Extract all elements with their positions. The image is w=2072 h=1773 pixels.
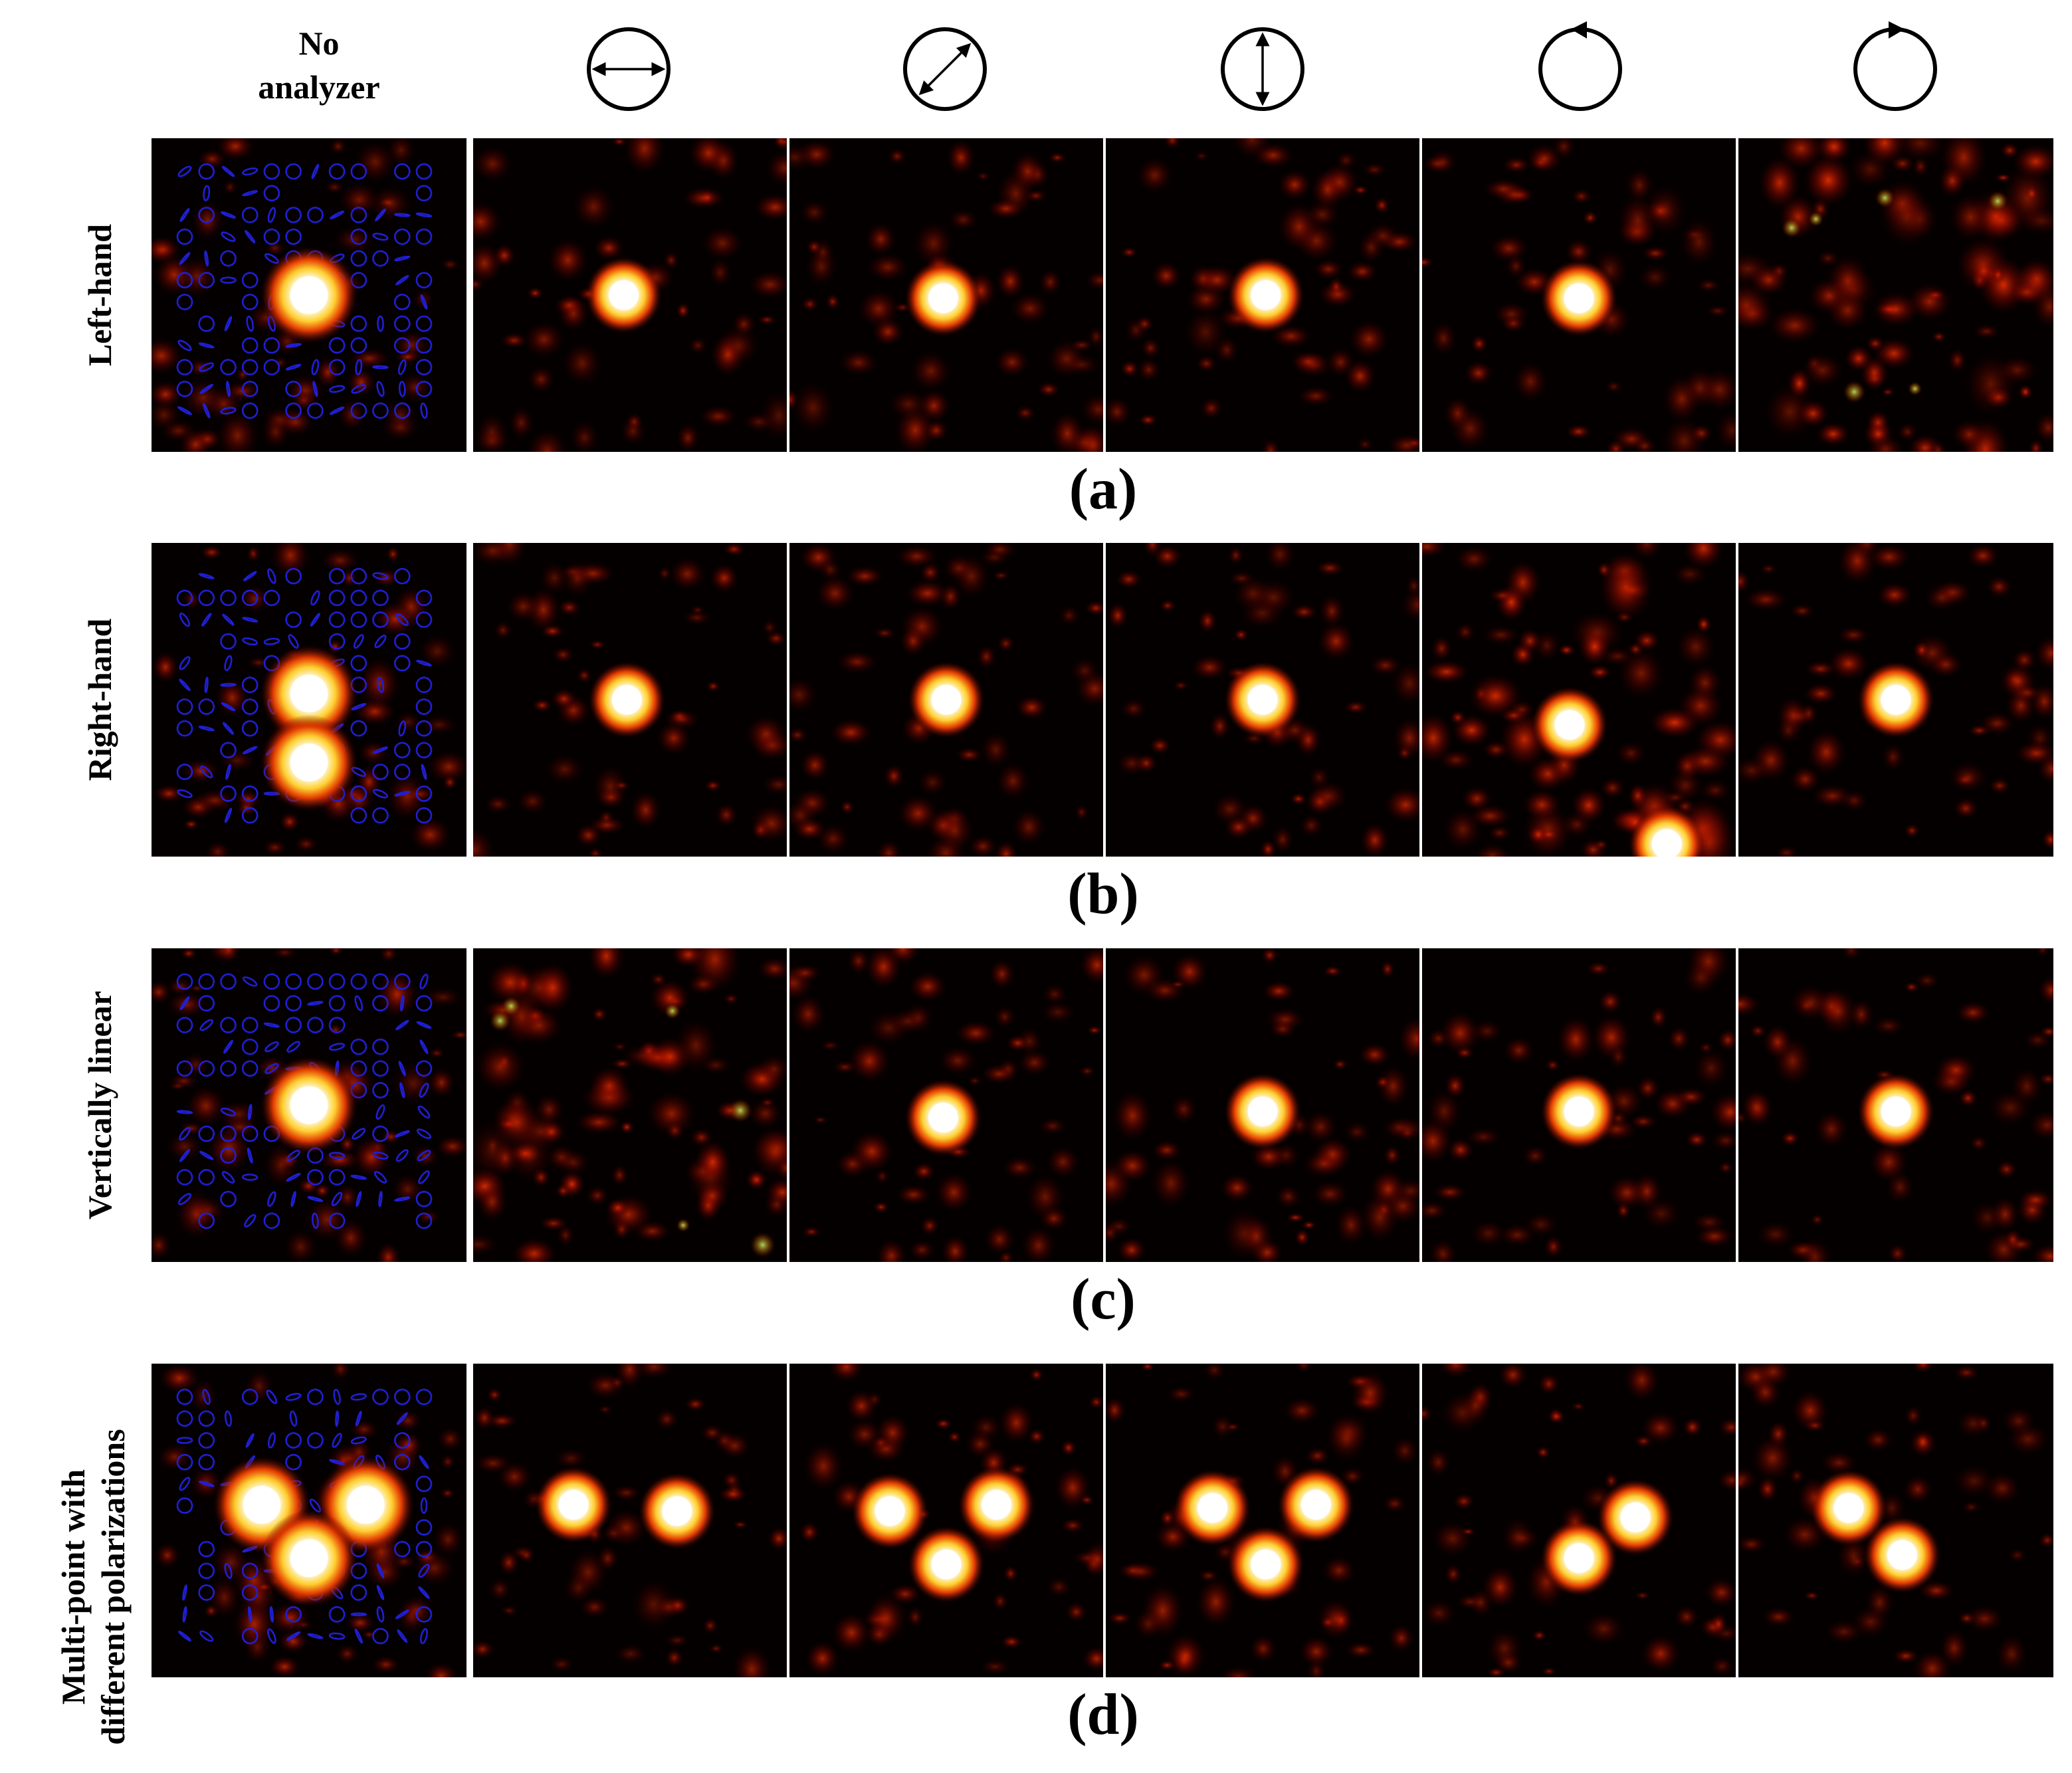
intensity-panel-r3-c3 — [789, 948, 1103, 1262]
focal-spot-core — [931, 684, 962, 715]
row-label: Multi-point with different polarizations — [54, 1429, 132, 1745]
intensity-panel-r4-c6 — [1738, 1364, 2053, 1677]
focal-spot-core — [1564, 1543, 1594, 1574]
polarization-ellipse-overlay — [176, 568, 433, 824]
panel-letter: (a) — [1069, 457, 1138, 522]
focal-spot-core — [1251, 280, 1281, 310]
focal-spot-core — [928, 1102, 958, 1133]
focal-spot-core — [982, 1489, 1012, 1520]
intensity-panel-r4-c5 — [1422, 1364, 1736, 1677]
intensity-panel-r2-c2 — [473, 543, 787, 857]
vertical-linear-analyzer-icon — [1221, 27, 1304, 111]
focal-spot-core — [875, 1496, 905, 1526]
focal-spot-core — [1881, 1096, 1911, 1126]
focal-spot-core — [1620, 1502, 1651, 1532]
intensity-panel-r3-c6 — [1738, 948, 2053, 1262]
focal-spot-core — [1554, 710, 1585, 740]
intensity-panel-r2-c4 — [1106, 543, 1419, 857]
intensity-panel-r1-c4 — [1106, 138, 1419, 452]
focal-spot-core — [1300, 1489, 1331, 1520]
panel-letter: (c) — [1071, 1267, 1136, 1332]
focal-spot-core — [1881, 684, 1911, 715]
polarization-ellipse-overlay — [176, 163, 433, 419]
focal-spot-core — [662, 1496, 692, 1526]
focal-spot-core — [1247, 1096, 1278, 1126]
focal-spot-core — [290, 743, 328, 782]
focal-spot-core — [290, 1086, 328, 1124]
intensity-panel-r1-c2 — [473, 138, 787, 452]
focal-spot-core — [1564, 1096, 1594, 1126]
intensity-panel-r4-c4 — [1106, 1364, 1419, 1677]
intensity-panel-r2-c6 — [1738, 543, 2053, 857]
intensity-panel-r4-c1 — [152, 1364, 466, 1677]
right-circular-analyzer-icon — [1853, 21, 1937, 111]
focal-spot-core — [1833, 1493, 1864, 1523]
intensity-panel-r2-c3 — [789, 543, 1103, 857]
row-label: Left-hand — [81, 224, 118, 366]
intensity-panel-r1-c1 — [152, 138, 466, 452]
focal-spot-core — [290, 1539, 328, 1578]
intensity-panel-r4-c2 — [473, 1364, 787, 1677]
intensity-panel-r3-c1 — [152, 948, 466, 1262]
focal-spot-core — [290, 276, 328, 314]
focal-spot-core — [931, 1549, 962, 1580]
focal-spot-core — [1197, 1493, 1227, 1523]
panel-letter: (d) — [1067, 1683, 1139, 1747]
focal-spot-core — [1564, 283, 1594, 314]
intensity-panel-r3-c5 — [1422, 948, 1736, 1262]
intensity-panel-r1-c6 — [1738, 138, 2053, 452]
polarization-ellipse-overlay — [176, 973, 433, 1229]
diagonal-linear-analyzer-icon — [903, 27, 987, 111]
focal-spot-core — [928, 283, 958, 314]
focal-spot-core — [1651, 829, 1682, 857]
intensity-panel-r3-c2 — [473, 948, 787, 1262]
horizontal-linear-analyzer-icon — [587, 27, 671, 111]
focal-spot-core — [1247, 684, 1278, 715]
left-circular-analyzer-icon — [1538, 21, 1622, 111]
focal-spot-core — [1251, 1549, 1281, 1580]
intensity-panel-r2-c5 — [1422, 543, 1736, 857]
focal-spot-core — [346, 1485, 385, 1524]
intensity-panel-r4-c3 — [789, 1364, 1103, 1677]
no-analyzer-label: No analyzer — [258, 25, 380, 106]
intensity-panel-r2-c1 — [152, 543, 466, 857]
focal-spot-core — [609, 280, 639, 310]
intensity-panel-r1-c3 — [789, 138, 1103, 452]
focal-spot-core — [243, 1485, 281, 1524]
focal-spot-core — [558, 1489, 589, 1520]
intensity-panel-r3-c4 — [1106, 948, 1419, 1262]
focal-spot-core — [611, 684, 642, 715]
focal-spot-core — [1887, 1540, 1917, 1570]
row-label: Vertically linear — [81, 991, 118, 1219]
focal-spot-core — [290, 675, 328, 713]
intensity-panel-r1-c5 — [1422, 138, 1736, 452]
row-label: Right-hand — [81, 618, 118, 782]
panel-letter: (b) — [1067, 862, 1139, 926]
